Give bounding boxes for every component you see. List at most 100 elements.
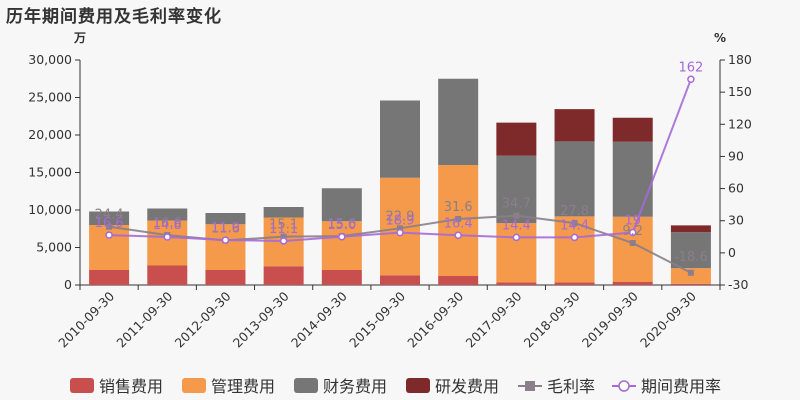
point-marker	[163, 233, 172, 241]
bar-segment	[89, 211, 130, 225]
bar-segment	[380, 275, 420, 285]
x-tick-label: 2018-09-30	[521, 288, 583, 350]
legend-label: 毛利率	[547, 377, 595, 396]
data-label: 15.0	[327, 218, 356, 233]
point-marker	[455, 216, 462, 222]
data-label: 19	[624, 214, 641, 229]
y-left-tick-label: 15,000	[28, 165, 72, 180]
y-right-tick-label: 0	[728, 245, 736, 260]
bar-segment	[612, 282, 653, 285]
data-label: 11.9	[211, 221, 240, 236]
x-tick-label: 2013-09-30	[230, 288, 292, 350]
y-left-tick-label: 30,000	[28, 52, 72, 67]
data-label: 24.4	[95, 208, 124, 223]
bar-segment	[263, 266, 304, 285]
legend-label: 销售费用	[99, 377, 163, 396]
y-right-unit: %	[714, 31, 726, 45]
point-marker	[687, 75, 695, 84]
legend: 销售费用 管理费用 财务费用 研发费用 毛利率 期间费用率	[70, 377, 721, 396]
legend-swatch	[70, 378, 94, 393]
legend-label: 财务费用	[323, 377, 387, 396]
y-left-unit: 万	[73, 31, 86, 45]
y-right-tick-label: -30	[728, 277, 748, 292]
data-label: 15.6	[327, 217, 356, 232]
y-left-tick-label: 5,000	[36, 240, 72, 255]
y-right-tick-label: 120	[728, 116, 752, 131]
bar-segment	[147, 208, 188, 221]
bar-segment	[205, 213, 246, 225]
legend-swatch	[182, 378, 206, 393]
bar-segment	[670, 232, 711, 269]
bar-segment	[554, 282, 595, 285]
data-label: 18.9	[386, 214, 415, 229]
bar-segment	[496, 282, 537, 285]
legend-marker	[525, 381, 535, 391]
data-label: 11.6	[211, 221, 240, 236]
bar-segment	[263, 207, 304, 218]
bar-segment	[554, 109, 595, 142]
bar-segment	[670, 268, 711, 284]
bar-segment	[321, 188, 362, 222]
bar-segment	[380, 100, 420, 178]
point-marker	[628, 228, 637, 237]
legend-label: 研发费用	[435, 377, 499, 396]
legend-label: 管理费用	[211, 377, 275, 396]
bar-segment	[205, 224, 246, 270]
legend-swatch	[406, 378, 430, 393]
y-right-tick-label: 60	[728, 181, 744, 196]
x-tick-label: 2016-09-30	[404, 288, 466, 350]
legend-marker	[618, 380, 630, 392]
point-marker	[454, 231, 462, 240]
point-marker	[513, 212, 520, 219]
bar-segment	[147, 265, 188, 285]
data-label: 22.9	[386, 209, 415, 224]
bar-segment	[496, 223, 537, 283]
point-marker	[221, 236, 230, 244]
bar-segment	[438, 78, 479, 165]
bar-segment	[612, 117, 653, 142]
point-marker	[571, 220, 578, 227]
data-label: 16.6	[95, 216, 124, 231]
y-right-tick-label: 180	[728, 52, 752, 67]
x-tick-label: 2014-09-30	[288, 288, 350, 350]
data-label: 162	[678, 60, 703, 75]
bar-segment	[438, 276, 479, 285]
data-label: 11.1	[269, 222, 298, 237]
x-tick-label: 2020-09-30	[637, 288, 699, 350]
y-left-tick-label: 10,000	[28, 202, 72, 217]
bar-segment	[205, 270, 246, 285]
x-tick-label: 2010-09-30	[55, 288, 117, 350]
point-marker	[512, 233, 521, 242]
bar-segment	[321, 221, 362, 270]
data-label: 31.6	[444, 200, 473, 215]
x-tick-label: 2012-09-30	[172, 288, 234, 350]
bar-segment	[554, 141, 595, 217]
point-marker	[396, 228, 404, 237]
bar-segment	[496, 155, 537, 224]
bar-segment	[670, 283, 711, 285]
x-tick-label: 2017-09-30	[463, 288, 525, 350]
point-marker	[106, 223, 113, 230]
data-label: 16.6	[153, 216, 182, 231]
point-marker	[687, 269, 694, 276]
data-label: 14.8	[153, 218, 182, 233]
y-right-tick-label: 90	[728, 148, 744, 163]
point-marker	[279, 237, 288, 245]
point-marker	[280, 233, 287, 240]
data-labels-layer: 24.416.6 11.6 15.1 15.622.931.6 34.7 27.89.2-…	[95, 60, 708, 265]
bars-layer	[89, 78, 711, 285]
data-label: 15.1	[269, 218, 298, 233]
lines-layer	[105, 75, 695, 276]
data-label: 9.2	[622, 224, 643, 239]
legend-label: 期间费用率	[641, 377, 721, 396]
point-marker	[338, 233, 346, 241]
y-right-tick-label: 30	[728, 213, 744, 228]
data-label: 34.7	[502, 197, 531, 212]
data-label: 27.8	[560, 204, 589, 219]
data-label: -18.6	[674, 250, 708, 265]
bar-segment	[670, 225, 711, 233]
bar-segment	[147, 220, 188, 266]
bar-segment	[321, 270, 362, 285]
point-marker	[570, 233, 579, 242]
